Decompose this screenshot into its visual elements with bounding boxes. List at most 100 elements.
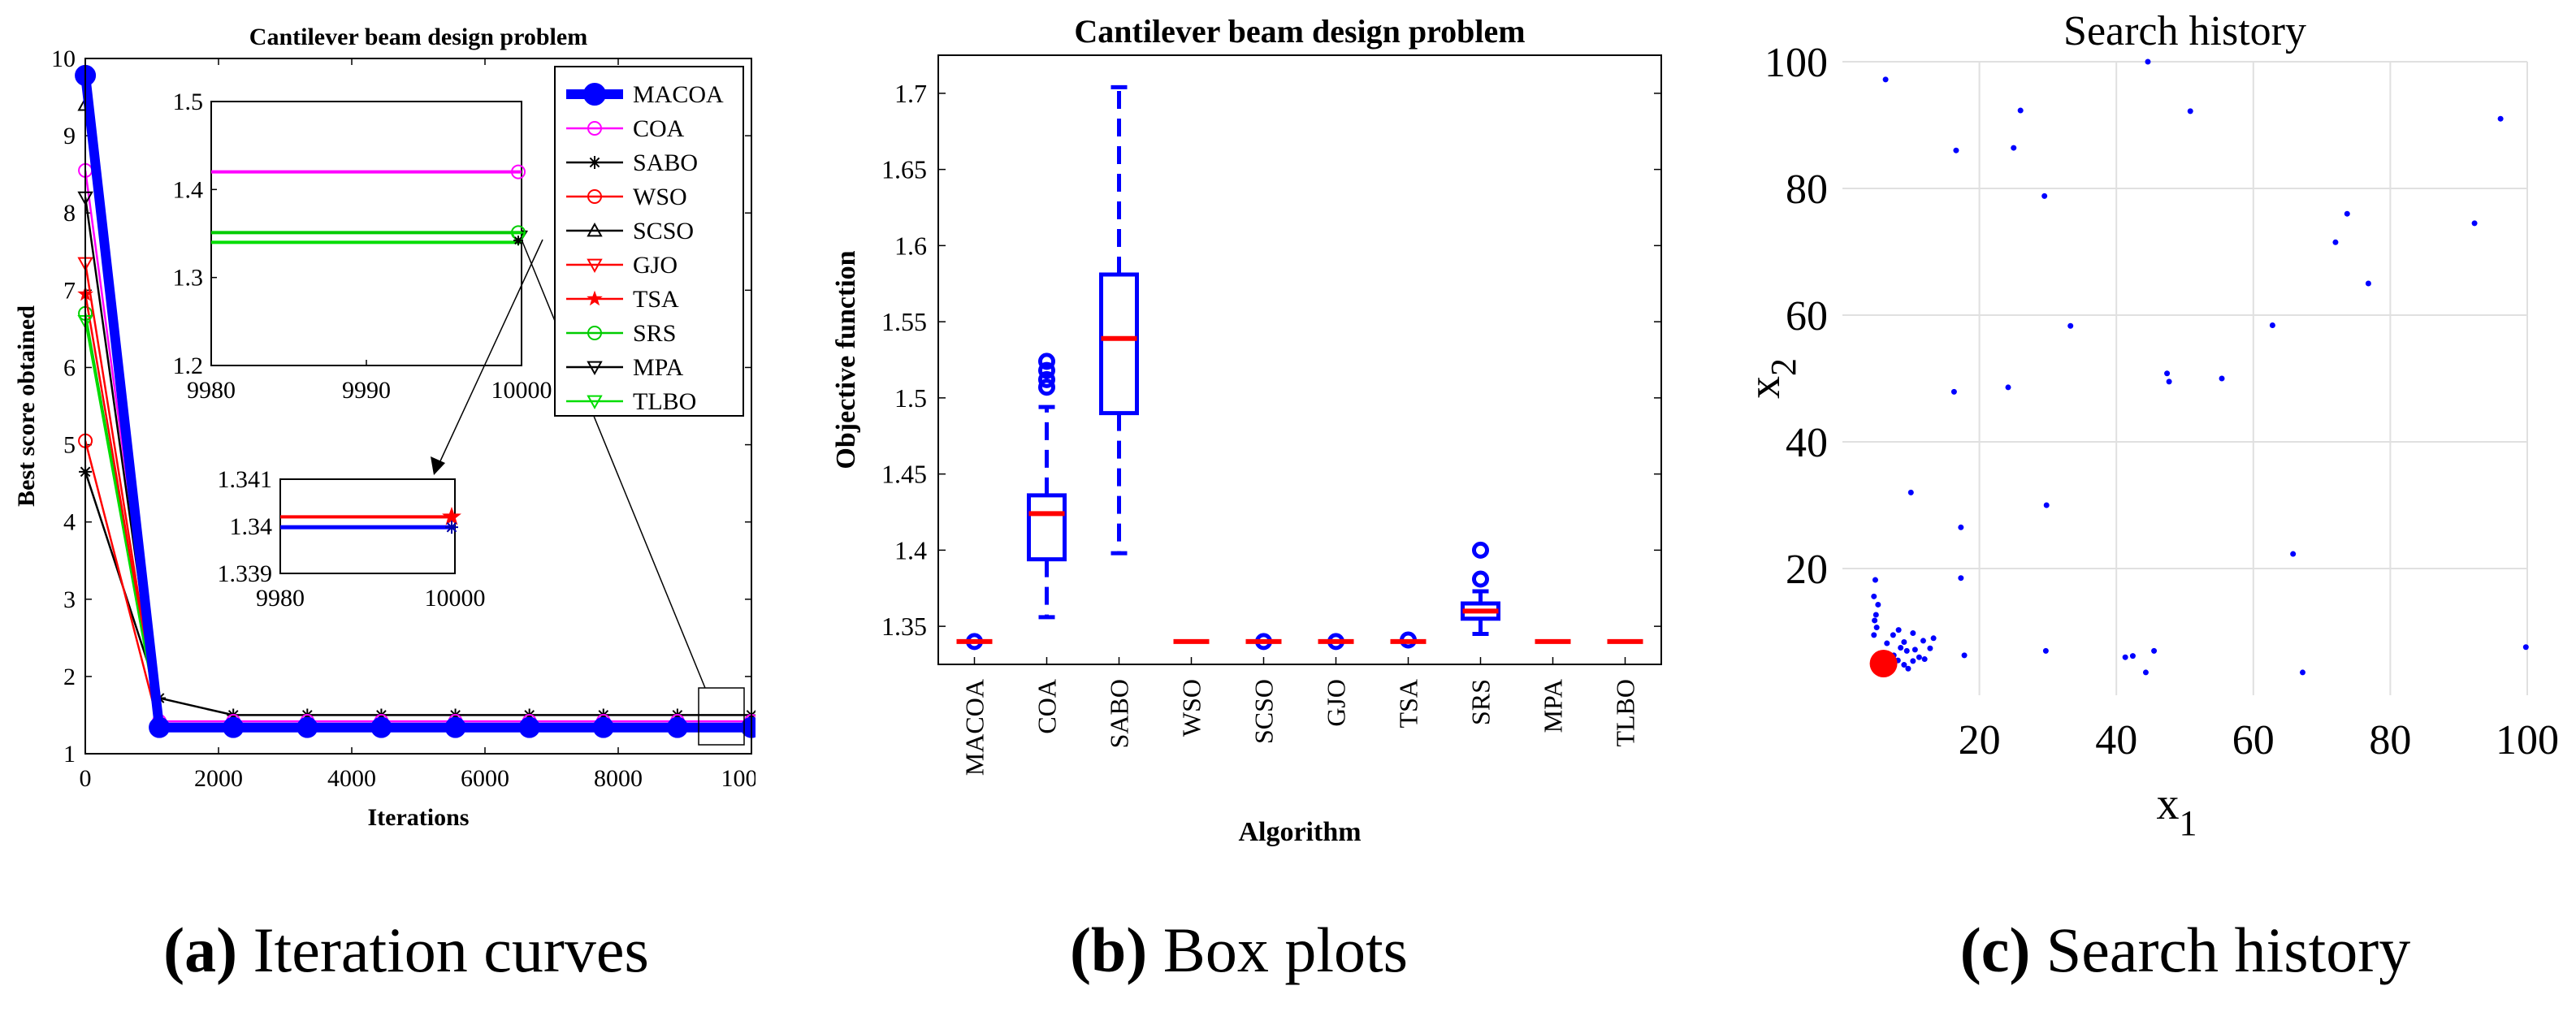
search-point: [2166, 378, 2172, 385]
search-point: [1958, 575, 1964, 582]
search-point: [1872, 612, 1879, 618]
search-point: [2497, 115, 2504, 122]
y-tick-label: 1.55: [881, 307, 927, 336]
legend-label-macoa: MACOA: [633, 81, 724, 108]
x-tick-label: 0: [80, 765, 92, 792]
marker-macoa: [223, 716, 245, 738]
iteration-curves-chart: Cantilever beam design problem Iterations…: [13, 24, 782, 831]
caption-c-text: Search history: [2030, 915, 2411, 985]
search-point: [1895, 627, 1902, 634]
search-point: [2129, 653, 2136, 660]
search-point: [1882, 76, 1889, 83]
inset-top-y-tick-label: 1.4: [173, 176, 204, 203]
search-point: [2043, 502, 2050, 508]
x-tick-label-tsa: TSA: [1394, 679, 1423, 728]
series-line-macoa: [80, 75, 751, 733]
marker-macoa: [518, 716, 540, 738]
search-point: [1950, 388, 1957, 395]
chart-a-ylabel: Best score obtained: [13, 305, 40, 507]
x-tick-label-coa: COA: [1033, 679, 1062, 734]
search-point: [2142, 669, 2149, 676]
legend-marker-scso: [587, 222, 603, 237]
legend-label-mpa: MPA: [633, 354, 684, 381]
chart-a-title: Cantilever beam design problem: [249, 24, 587, 50]
x-tick-label: 40: [2095, 717, 2137, 763]
box-plots-chart: Cantilever beam design problem Algorithm O…: [831, 13, 1662, 847]
y-tick-label: 7: [63, 277, 76, 304]
search-point: [2269, 322, 2275, 328]
x-tick-label-tlbo: TLBO: [1611, 679, 1640, 747]
inset-top-y-tick-label: 1.3: [173, 265, 204, 292]
legend-label-sabo: SABO: [633, 149, 698, 176]
box-srs: [1461, 541, 1500, 636]
y-tick-label: 1: [63, 741, 76, 768]
search-point: [2145, 58, 2151, 65]
search-point: [1872, 617, 1878, 624]
legend-marker-tlbo: [587, 395, 603, 410]
y-tick-label: 9: [63, 123, 76, 149]
iteration-curves-panel: Cantilever beam design problem Iterations…: [0, 0, 782, 902]
marker-macoa: [370, 716, 392, 738]
x-tick-label: 4000: [327, 765, 376, 792]
legend-label-coa: COA: [633, 115, 685, 142]
x-tick-label: 6000: [461, 765, 509, 792]
search-point: [2299, 669, 2305, 676]
y-tick-label: 40: [1786, 420, 1828, 466]
box-plots-panel: Cantilever beam design problem Algorithm O…: [812, 0, 1673, 902]
search-point: [2011, 145, 2017, 151]
y-tick-label: 3: [63, 586, 76, 613]
y-tick-label: 1.7: [894, 79, 927, 108]
caption-c-letter: (c): [1959, 915, 2031, 985]
caption-a-letter: (a): [163, 915, 238, 985]
search-point: [1958, 524, 1964, 530]
search-point: [2332, 239, 2339, 245]
outlier: [1472, 541, 1489, 559]
inset-arrow: [438, 239, 543, 465]
search-point: [2042, 647, 2049, 654]
legend-label-tlbo: TLBO: [633, 388, 696, 415]
inset-top-marker-sabo: [513, 236, 523, 246]
x-tick-label-macoa: MACOA: [960, 679, 989, 776]
box-tsa: [1390, 631, 1427, 649]
legend-marker-gjo: [587, 258, 603, 274]
search-point: [2187, 108, 2193, 115]
x-tick-label-mpa: MPA: [1539, 679, 1568, 733]
outlier: [1038, 352, 1055, 370]
series-line-coa: [84, 170, 751, 723]
inset-bottom-marker-macoa: [445, 521, 458, 534]
legend-marker-srs: [587, 326, 602, 340]
y-tick-label: 1.6: [894, 231, 927, 260]
inset-top-x-tick-label: 9990: [342, 377, 391, 404]
legend-marker-tsa: [587, 290, 603, 306]
x-tick-label-srs: SRS: [1466, 679, 1496, 725]
search-point: [2219, 375, 2225, 382]
search-point: [1872, 577, 1878, 583]
search-point: [2067, 322, 2074, 329]
inset-top-y-tick-label: 1.2: [173, 352, 204, 379]
box-coa: [1027, 352, 1067, 620]
search-point: [2344, 210, 2350, 217]
search-point: [1905, 665, 1911, 672]
ylabel-main: x: [1739, 376, 1790, 399]
search-point: [1875, 601, 1881, 608]
search-point: [1921, 656, 1928, 663]
inset-bottom-x-tick-label: 9980: [256, 585, 305, 612]
y-tick-label: 20: [1786, 547, 1828, 593]
caption-b: (b) Box plots: [955, 914, 1523, 987]
search-point: [1910, 630, 1916, 637]
outlier: [1038, 370, 1055, 388]
y-tick-label: 1.65: [881, 155, 927, 184]
outlier: [1038, 361, 1055, 379]
inset-top-marker-tlbo: [510, 231, 526, 246]
inset-bottom-y-tick-label: 1.341: [218, 466, 273, 493]
caption-b-text: Box plots: [1147, 915, 1409, 985]
search-point: [1916, 654, 1922, 660]
x-tick-label: 60: [2232, 717, 2275, 763]
legend-marker-coa: [587, 121, 602, 136]
search-point: [1911, 647, 1918, 653]
x-tick-label: 100: [2496, 717, 2559, 763]
zoom-arrow: [519, 235, 706, 689]
inset-bottom-y-tick-label: 1.339: [218, 560, 273, 587]
search-point: [1890, 632, 1896, 638]
